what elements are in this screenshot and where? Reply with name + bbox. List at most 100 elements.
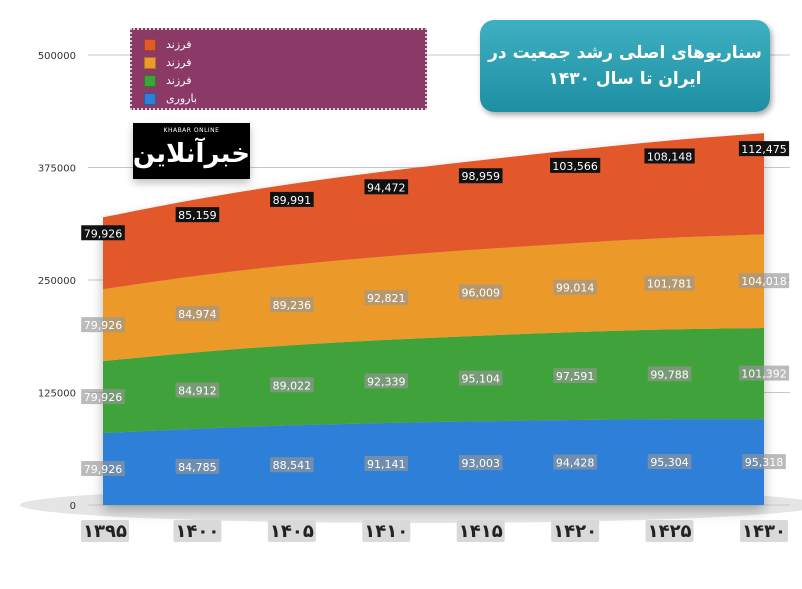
legend-swatch [144, 56, 156, 69]
data-label: 84,912 [178, 384, 217, 397]
data-label: 92,339 [367, 375, 406, 388]
data-label: 101,392 [741, 368, 787, 381]
y-tick-label: 375000 [38, 164, 76, 175]
data-label-bg [270, 191, 314, 207]
x-tick-label-bg [267, 520, 316, 542]
data-label: 88,541 [273, 459, 312, 472]
data-label-bg [553, 368, 597, 384]
data-label: 89,991 [273, 194, 312, 207]
data-label-bg [458, 455, 503, 471]
data-label: 94,428 [556, 457, 595, 470]
data-label: 95,304 [650, 456, 689, 469]
data-label: 94,472 [367, 181, 406, 194]
data-label-bg [458, 370, 503, 386]
y-tick-label: 500000 [38, 51, 76, 62]
data-label-bg [175, 458, 220, 474]
chart-legend: فرزند فرزند فرزند باروری [130, 28, 427, 110]
data-label-bg [81, 461, 125, 477]
logo-text: خبرآنلاین [133, 139, 250, 169]
x-tick-label: ۱۴۲۰ [553, 521, 597, 542]
chart-title-line-1: سناریوهای اصلی رشد جمعیت در [488, 43, 762, 63]
legend-item: فرزند [144, 72, 413, 89]
data-label: 79,926 [84, 391, 123, 404]
data-label: 92,821 [367, 292, 406, 305]
data-label-bg [270, 297, 314, 313]
legend-label: فرزند [166, 74, 192, 87]
data-label-bg [458, 284, 503, 300]
legend-item: فرزند [144, 54, 413, 71]
data-label-bg [270, 377, 314, 393]
data-label-bg [364, 179, 409, 195]
x-tick-label-bg [740, 520, 788, 542]
x-tick-label-bg [456, 520, 505, 542]
data-label: 101,781 [647, 278, 693, 291]
data-label-bg [364, 373, 409, 389]
x-tick-label: ۱۴۱۵ [459, 521, 503, 542]
data-label-bg [647, 366, 692, 382]
chart-title-line-2: ایران تا سال ۱۴۳۰ [548, 69, 702, 89]
y-tick-label: 250000 [38, 276, 76, 287]
data-label-bg [738, 273, 790, 289]
data-label: 89,022 [273, 379, 312, 392]
data-label-bg [644, 148, 695, 164]
data-label: 79,926 [84, 227, 123, 240]
x-tick-label: ۱۴۱۰ [364, 521, 408, 542]
data-label: 98,959 [461, 170, 500, 183]
data-label: 95,104 [461, 373, 500, 386]
legend-label: باروری [166, 92, 197, 105]
data-label-bg [364, 290, 409, 306]
data-label: 93,003 [461, 457, 500, 470]
data-label-bg [738, 365, 790, 381]
data-label: 79,926 [84, 319, 123, 332]
data-label: 96,009 [461, 286, 500, 299]
data-label: 91,141 [367, 458, 406, 471]
data-label-bg [81, 317, 125, 333]
legend-item: فرزند [144, 36, 413, 53]
news-logo: KHABAR ONLINE خبرآنلاین [133, 123, 250, 179]
data-label-bg [175, 382, 220, 398]
x-tick-label: ۱۴۰۰ [175, 521, 219, 542]
chart-title-box: سناریوهای اصلی رشد جمعیت در ایران تا سال… [480, 20, 770, 112]
legend-label: فرزند [166, 38, 192, 51]
data-label-bg [742, 454, 786, 470]
area-series-2 [103, 234, 764, 362]
data-label: 89,236 [273, 299, 312, 312]
legend-label: فرزند [166, 56, 192, 69]
legend-item: باروری [144, 90, 413, 107]
x-tick-label: ۱۴۲۵ [648, 521, 692, 542]
data-label: 99,014 [556, 282, 595, 295]
data-label: 95,318 [745, 456, 784, 469]
data-label-bg [553, 279, 597, 295]
data-label: 108,148 [647, 150, 693, 163]
data-label: 85,159 [178, 209, 217, 222]
legend-swatch [144, 38, 156, 51]
x-tick-label: ۱۴۳۰ [742, 521, 786, 542]
data-label-bg [738, 141, 790, 157]
data-label: 104,018 [741, 275, 787, 288]
data-label-bg [81, 225, 125, 241]
x-tick-label-bg [173, 520, 222, 542]
y-tick-label: 125000 [38, 389, 76, 400]
y-tick-label: 0 [70, 501, 76, 512]
data-label-bg [458, 168, 503, 184]
x-tick-label-bg [645, 520, 694, 542]
data-label: 99,788 [650, 368, 689, 381]
x-tick-label-bg [362, 520, 411, 542]
x-tick-label: ۱۴۰۵ [270, 521, 314, 542]
data-label: 112,475 [741, 143, 787, 156]
data-label: 79,926 [84, 463, 123, 476]
data-label-bg [81, 389, 125, 405]
data-label-bg [553, 454, 597, 470]
data-label: 84,974 [178, 308, 217, 321]
data-label-bg [364, 455, 409, 471]
data-label-bg [270, 457, 314, 473]
x-tick-label-bg [81, 520, 129, 542]
data-label-bg [644, 275, 695, 291]
x-tick-label: ۱۳۹۵ [83, 521, 127, 542]
data-label-bg [175, 306, 220, 322]
area-series-0 [103, 419, 764, 505]
legend-swatch [144, 92, 156, 105]
x-tick-label-bg [551, 520, 600, 542]
